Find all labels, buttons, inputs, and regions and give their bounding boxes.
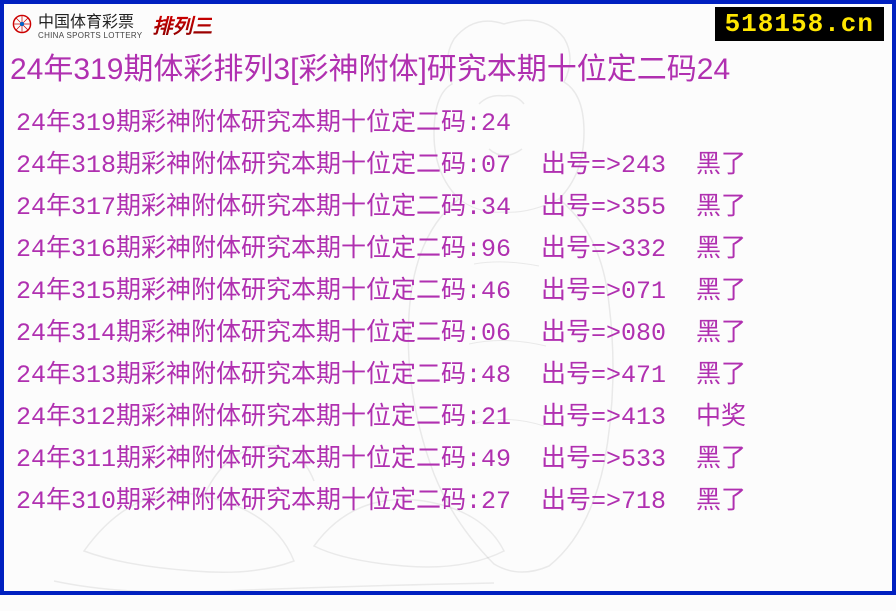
logo-cn-text: 中国体育彩票: [38, 14, 134, 31]
prediction-row: 24年313期彩神附体研究本期十位定二码:48 出号=>471 黑了: [16, 355, 880, 397]
prediction-row: 24年315期彩神附体研究本期十位定二码:46 出号=>071 黑了: [16, 271, 880, 313]
logo-en-text: CHINA SPORTS LOTTERY: [38, 32, 142, 40]
prediction-list: 24年319期彩神附体研究本期十位定二码:2424年318期彩神附体研究本期十位…: [4, 103, 892, 523]
prediction-row: 24年318期彩神附体研究本期十位定二码:07 出号=>243 黑了: [16, 145, 880, 187]
logo-text-block: 中国体育彩票 CHINA SPORTS LOTTERY: [38, 8, 142, 40]
prediction-row: 24年316期彩神附体研究本期十位定二码:96 出号=>332 黑了: [16, 229, 880, 271]
prediction-row: 24年319期彩神附体研究本期十位定二码:24: [16, 103, 880, 145]
site-url-badge[interactable]: 518158.cn: [715, 7, 884, 41]
prediction-row: 24年312期彩神附体研究本期十位定二码:21 出号=>413 中奖: [16, 397, 880, 439]
header: 中国体育彩票 CHINA SPORTS LOTTERY 排列三 518158.c…: [4, 4, 892, 44]
logo-area: 中国体育彩票 CHINA SPORTS LOTTERY 排列三: [12, 8, 212, 40]
page-title: 24年319期体彩排列3[彩神附体]研究本期十位定二码24: [4, 44, 892, 103]
prediction-row: 24年311期彩神附体研究本期十位定二码:49 出号=>533 黑了: [16, 439, 880, 481]
lottery-logo-icon: [12, 14, 32, 34]
logo-brand-text: 排列三: [152, 10, 212, 39]
prediction-row: 24年310期彩神附体研究本期十位定二码:27 出号=>718 黑了: [16, 481, 880, 523]
prediction-row: 24年317期彩神附体研究本期十位定二码:34 出号=>355 黑了: [16, 187, 880, 229]
prediction-row: 24年314期彩神附体研究本期十位定二码:06 出号=>080 黑了: [16, 313, 880, 355]
